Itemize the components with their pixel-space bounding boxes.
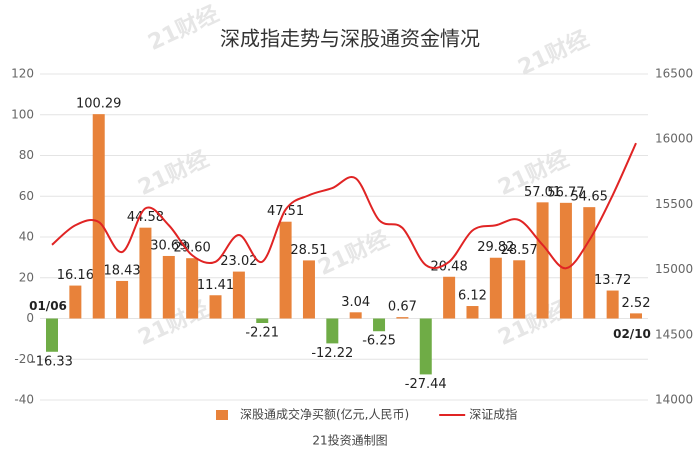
bar xyxy=(46,318,58,352)
legend-swatch xyxy=(216,410,228,420)
data-label: 47.51 xyxy=(267,204,304,219)
bar xyxy=(349,312,362,319)
y-tick-label: 80 xyxy=(19,148,34,162)
bar xyxy=(373,318,386,332)
bar xyxy=(116,280,129,319)
data-label: 30.69 xyxy=(150,238,187,253)
bar xyxy=(256,318,269,324)
watermark: 21财经 xyxy=(514,26,593,81)
source-note: 21投资通制图 xyxy=(312,433,387,448)
data-label: -27.44 xyxy=(405,377,447,392)
data-label: 29.82 xyxy=(477,240,514,255)
data-label: 0.67 xyxy=(388,300,417,315)
y-tick-label: 40 xyxy=(19,230,34,244)
x-tick-label: 01/06 xyxy=(29,299,67,313)
y2-tick-label: 15500 xyxy=(655,197,693,211)
y-tick-label: 100 xyxy=(11,107,34,121)
bar xyxy=(302,260,315,319)
data-label: 28.57 xyxy=(501,243,538,258)
bar xyxy=(279,221,292,319)
y2-tick-label: 15000 xyxy=(655,262,693,276)
bar xyxy=(513,260,526,319)
bar xyxy=(443,276,456,319)
bar xyxy=(396,317,409,319)
data-label: 54.65 xyxy=(571,190,608,205)
bar xyxy=(630,313,642,319)
y2-tick-label: 14500 xyxy=(655,327,693,341)
y2-tick-label: 16000 xyxy=(655,132,693,146)
y-tick-label: 60 xyxy=(19,189,34,203)
data-label: -12.22 xyxy=(311,346,353,361)
bar xyxy=(209,295,222,319)
y2-tick-label: 16500 xyxy=(655,67,693,81)
bar xyxy=(559,202,572,319)
data-label: -6.25 xyxy=(362,334,396,349)
data-label: -2.21 xyxy=(245,326,279,341)
bar xyxy=(92,114,105,319)
data-label: 3.04 xyxy=(341,295,370,310)
bar xyxy=(583,207,596,319)
data-label: 23.02 xyxy=(220,254,257,269)
data-label: 16.16 xyxy=(57,268,94,283)
y-tick-label: 20 xyxy=(19,270,34,284)
y-tick-label: 0 xyxy=(26,311,34,325)
watermark: 21财经 xyxy=(144,1,223,56)
data-label: 57.01 xyxy=(524,185,561,200)
y-tick-label: -40 xyxy=(14,393,34,407)
bar xyxy=(186,258,199,319)
data-label: -16.33 xyxy=(31,354,73,369)
bar xyxy=(326,318,339,344)
x-tick-label: 02/10 xyxy=(613,327,651,341)
data-label: 56.77 xyxy=(547,185,584,200)
line xyxy=(51,142,637,270)
data-label: 44.58 xyxy=(127,210,164,225)
data-label: 100.29 xyxy=(76,97,122,112)
y-tick-label: -20 xyxy=(14,352,34,366)
bar xyxy=(536,202,549,319)
bar xyxy=(489,257,502,319)
y2-tick-label: 14000 xyxy=(655,393,693,407)
chart-title: 深成指走势与深股通资金情况 xyxy=(220,27,480,51)
bar xyxy=(466,306,479,319)
data-label: 28.51 xyxy=(290,243,327,258)
data-label: 29.60 xyxy=(174,241,211,256)
bar xyxy=(419,318,432,375)
legend-label: 深证成指 xyxy=(469,407,517,422)
legend-label: 深股通成交净买额(亿元,人民币) xyxy=(240,407,409,422)
data-label: 18.43 xyxy=(103,263,140,278)
bar xyxy=(232,271,245,319)
y-tick-label: 120 xyxy=(11,67,34,81)
bar xyxy=(162,255,175,319)
bar xyxy=(69,285,82,319)
bar xyxy=(139,227,152,319)
data-label: 13.72 xyxy=(594,273,631,288)
data-label: 2.52 xyxy=(622,296,651,311)
data-label: 11.41 xyxy=(197,278,234,293)
watermark: 21财经 xyxy=(134,146,213,201)
bar xyxy=(606,290,619,319)
data-label: 20.48 xyxy=(431,259,468,274)
data-label: 6.12 xyxy=(458,289,487,304)
